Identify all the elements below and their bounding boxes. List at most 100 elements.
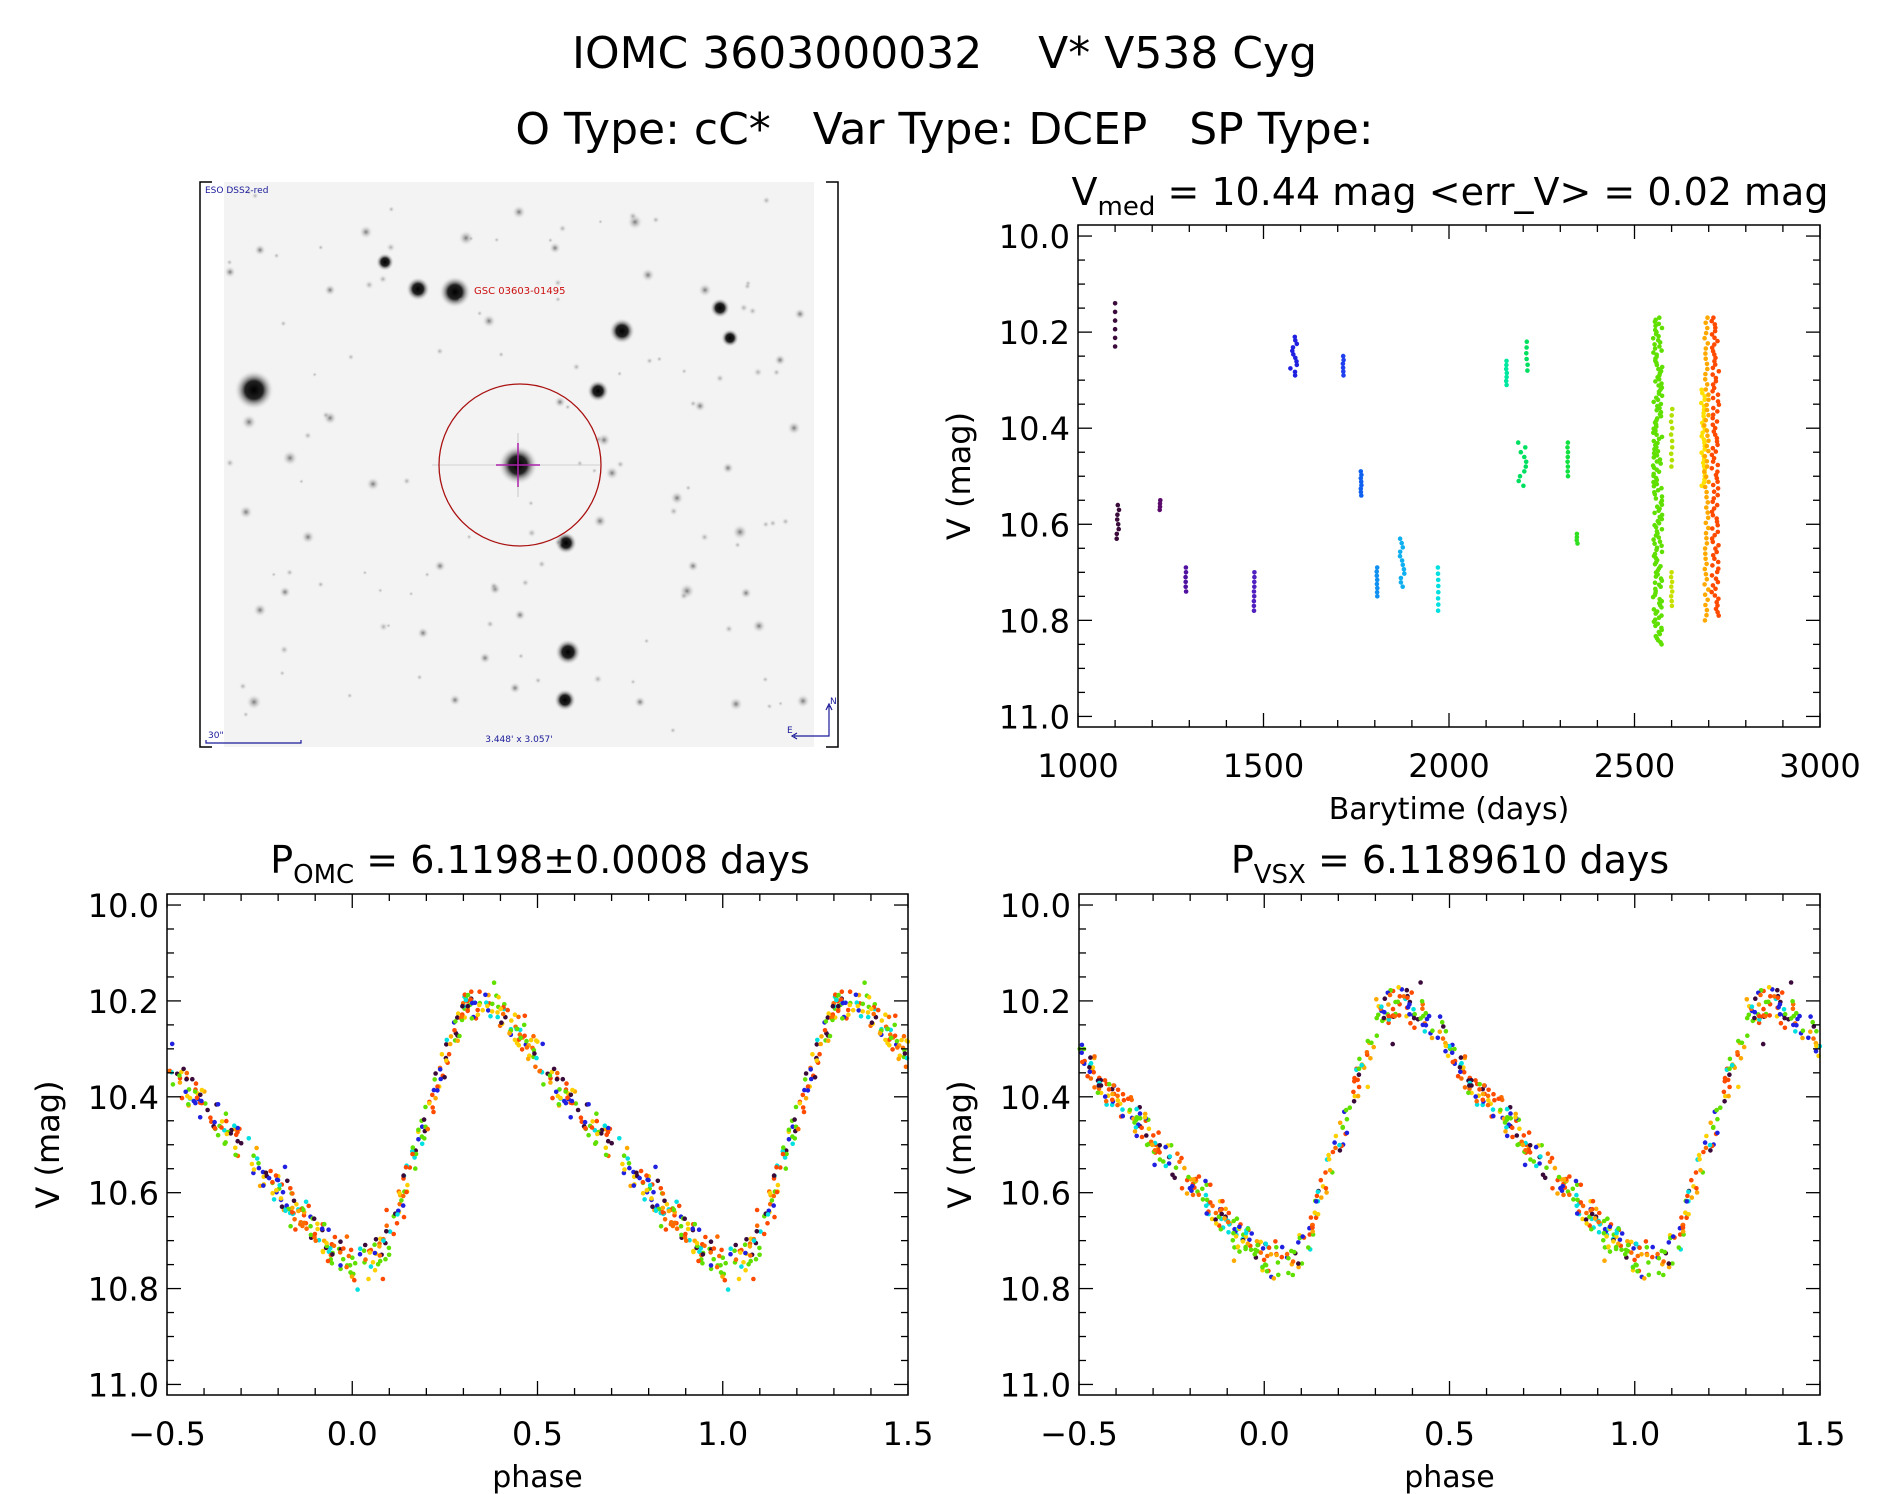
data-point: [384, 1207, 389, 1213]
data-point: [1396, 1013, 1402, 1018]
star: [512, 205, 526, 219]
data-point: [1702, 335, 1707, 341]
data-point: [491, 980, 497, 985]
data-point: [1704, 607, 1710, 613]
data-point: [1704, 428, 1710, 433]
data-point: [1701, 480, 1707, 485]
data-point: [621, 1153, 627, 1158]
data-point: [1652, 342, 1657, 347]
data-point: [1565, 464, 1571, 469]
data-point: [1653, 323, 1658, 329]
data-point: [823, 1019, 829, 1024]
data-point: [792, 1117, 797, 1122]
x-tick-label: 3000: [1779, 747, 1860, 785]
data-point: [754, 1223, 760, 1228]
data-point: [273, 1173, 279, 1178]
data-point: [744, 1237, 749, 1242]
star: [794, 308, 806, 320]
data-point: [703, 1234, 708, 1240]
star: [301, 530, 315, 544]
lightcurve-plot: 1000 1500 2000 2500 300010.010.210.410.610.8…: [940, 218, 1861, 827]
data-point: [1450, 1059, 1456, 1065]
data-point: [1110, 1097, 1115, 1103]
data-point: [1617, 1237, 1623, 1243]
data-point: [1651, 399, 1656, 405]
data-point: [1666, 1240, 1672, 1245]
data-point: [1252, 584, 1257, 589]
sky-image: ESO DSS2-red GSC 03603-01495 30" 3.448' …: [199, 181, 839, 748]
data-point: [1790, 1006, 1796, 1012]
data-point: [1635, 1269, 1640, 1274]
data-point: [1738, 1056, 1744, 1061]
data-point: [1087, 1065, 1092, 1070]
data-point: [736, 1276, 742, 1282]
data-point: [1458, 1055, 1464, 1060]
data-point: [377, 1244, 382, 1249]
data-point: [674, 1226, 680, 1231]
data-point: [1292, 369, 1298, 375]
data-point: [1669, 457, 1675, 463]
data-point: [1268, 1252, 1274, 1257]
data-point: [1715, 1130, 1720, 1136]
data-point: [1699, 400, 1704, 406]
star: [279, 586, 291, 598]
data-point: [1703, 1145, 1709, 1151]
data-point: [288, 1186, 293, 1191]
data-point: [1274, 1245, 1279, 1250]
data-point: [826, 1011, 831, 1016]
data-point: [1407, 1012, 1412, 1017]
data-point: [698, 1245, 704, 1251]
data-point: [1196, 1174, 1202, 1179]
data-point: [1163, 1144, 1168, 1150]
data-point: [1704, 464, 1710, 469]
data-point: [663, 1227, 669, 1232]
data-point: [1739, 1040, 1745, 1046]
data-point: [1650, 594, 1656, 600]
data-point: [1457, 1065, 1463, 1070]
data-point: [1503, 378, 1509, 384]
data-point: [1703, 474, 1709, 480]
data-point: [208, 1115, 213, 1120]
data-point: [1150, 1142, 1155, 1148]
data-point: [1296, 1261, 1301, 1266]
data-point: [324, 1240, 329, 1246]
data-point: [1703, 330, 1709, 336]
data-point: [1179, 1186, 1185, 1191]
data-point: [1120, 1107, 1125, 1112]
data-point: [1435, 608, 1441, 613]
data-point: [685, 1221, 691, 1227]
data-point: [1294, 341, 1300, 347]
data-point: [1669, 413, 1674, 418]
data-point: [1121, 1097, 1127, 1103]
data-point: [1652, 561, 1658, 567]
data-point: [1655, 449, 1661, 454]
data-point: [1715, 479, 1720, 485]
data-point: [1659, 527, 1665, 532]
data-point: [1704, 361, 1710, 367]
data-point: [1565, 445, 1570, 450]
data-point: [558, 1095, 563, 1101]
data-point: [1233, 1234, 1239, 1239]
faint-star: [251, 192, 259, 200]
faint-star: [715, 373, 725, 383]
phase-vsx-plot: −0.5 0.0 0.5 1.0 1.510.010.210.410.610.811.0…: [941, 887, 1845, 1494]
faint-star: [537, 559, 547, 569]
phase-omc-title: POMC = 6.1198±0.0008 days: [130, 838, 950, 890]
data-point: [331, 1243, 337, 1249]
data-point: [212, 1119, 217, 1125]
data-point: [1704, 443, 1710, 449]
data-point: [1711, 506, 1717, 511]
data-point: [1365, 1038, 1371, 1044]
data-point: [1657, 631, 1663, 637]
data-point: [1337, 1142, 1342, 1148]
data-point: [532, 1051, 537, 1056]
data-point: [1091, 1069, 1096, 1075]
data-point: [425, 1126, 431, 1132]
data-point: [1397, 536, 1403, 541]
x-tick-label: 0.0: [1239, 1415, 1290, 1453]
data-point: [1230, 1238, 1236, 1243]
star: [406, 277, 430, 301]
data-point: [885, 1026, 890, 1032]
data-point: [1397, 549, 1403, 555]
data-point: [1669, 438, 1675, 444]
